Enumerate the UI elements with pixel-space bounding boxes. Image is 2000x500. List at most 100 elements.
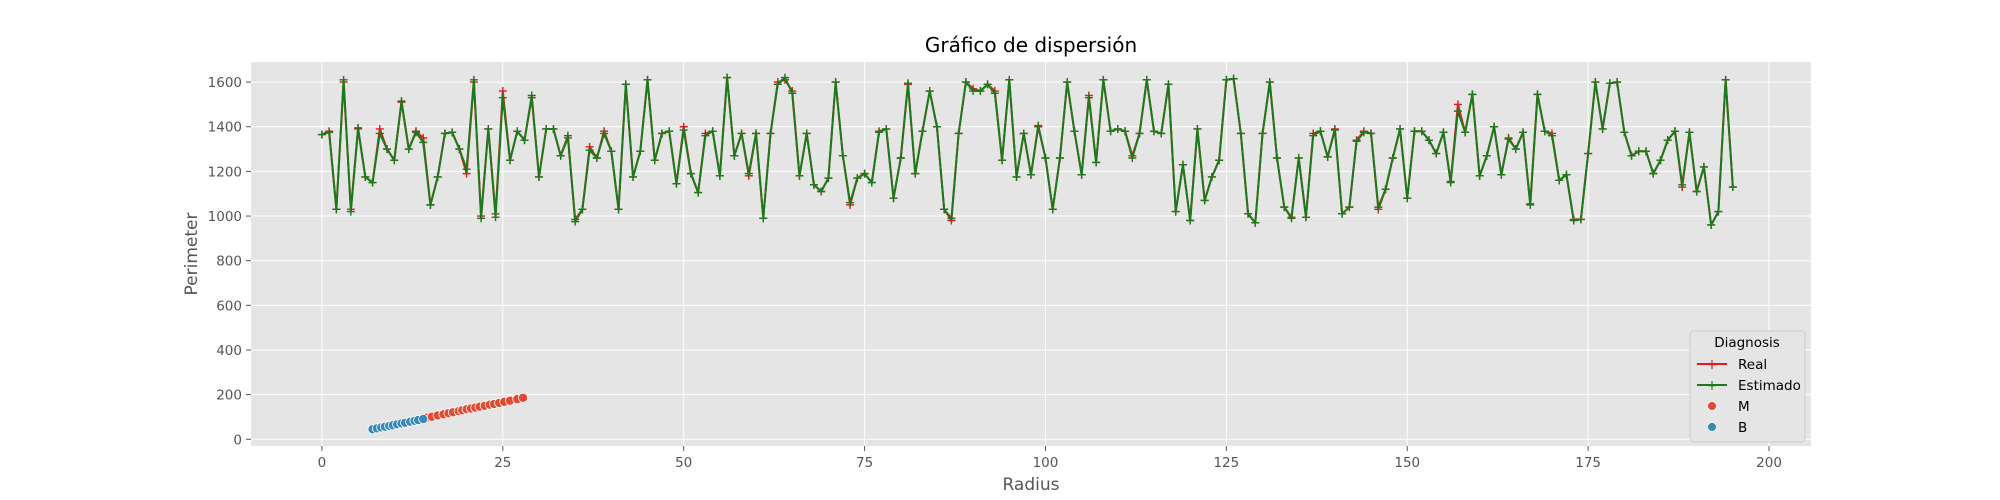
estimado-point (1164, 80, 1173, 89)
estimado-point (1323, 152, 1332, 161)
estimado-point (846, 198, 855, 207)
estimado-point (1584, 149, 1593, 158)
series-layer (317, 73, 1737, 435)
estimado-point (889, 194, 898, 203)
estimado-point (1055, 154, 1064, 162)
estimado-point (853, 174, 862, 183)
y-tick-label: 1400 (208, 120, 242, 136)
estimado-point (1345, 203, 1354, 212)
estimado-point (585, 146, 594, 155)
estimado-point (563, 131, 572, 140)
estimado-point (383, 145, 392, 154)
estimado-point (976, 87, 985, 96)
x-tick-label: 75 (856, 455, 873, 471)
estimado-point (1403, 194, 1412, 203)
estimado-point (1142, 75, 1151, 84)
estimado-point (708, 127, 717, 136)
legend-m-marker (1707, 401, 1717, 411)
estimado-point (1330, 126, 1339, 135)
estimado-point (426, 200, 435, 209)
estimado-point (903, 79, 912, 88)
estimado-point (715, 171, 724, 180)
x-tick-label: 25 (494, 455, 511, 471)
estimado-point (1656, 156, 1665, 165)
estimado-point (375, 129, 384, 138)
estimado-point (1562, 170, 1571, 179)
estimado-point (600, 129, 609, 138)
estimado-point (527, 91, 536, 100)
estimado-point (1555, 176, 1564, 185)
estimado-point (817, 187, 826, 196)
legend-m-label: M (1738, 399, 1750, 415)
estimado-point (339, 75, 348, 84)
estimado-point (1591, 78, 1600, 87)
estimado-point (404, 145, 413, 154)
estimado-point (317, 130, 326, 139)
estimado-point (1063, 78, 1072, 87)
estimado-point (506, 156, 515, 165)
estimado-point (831, 78, 840, 87)
estimado-point (1200, 196, 1209, 205)
estimado-point (1352, 137, 1361, 146)
y-tick-label: 0 (233, 432, 242, 448)
y-tick-label: 1000 (208, 209, 242, 225)
estimado-point (1287, 214, 1296, 223)
estimado-point (325, 128, 334, 137)
estimado-point (766, 129, 775, 138)
estimado-point (1359, 128, 1368, 137)
estimado-point (1424, 136, 1433, 145)
legend-title: Diagnosis (1714, 335, 1780, 351)
estimado-point (1280, 203, 1289, 212)
plot-area (251, 62, 1811, 446)
estimado-point (1367, 129, 1376, 138)
estimado-point (1258, 129, 1267, 138)
estimado-point (1598, 124, 1607, 133)
estimado-point (498, 93, 507, 102)
estimado-point (752, 129, 761, 138)
estimado-point (411, 128, 420, 137)
y-tick-label: 800 (216, 254, 242, 270)
estimado-point (694, 188, 703, 197)
estimado-point (1128, 154, 1137, 162)
estimado-point (1222, 75, 1231, 84)
estimado-point (1533, 90, 1542, 99)
real-point (1453, 100, 1462, 109)
estimado-point (867, 178, 876, 187)
estimado-point (961, 78, 970, 87)
estimado-point (701, 131, 710, 140)
estimado-point (940, 205, 949, 214)
estimado-point (1482, 151, 1491, 160)
estimado-point (969, 87, 978, 96)
estimado-point (1374, 203, 1383, 212)
estimado-point (1019, 129, 1028, 138)
y-axis-label: Perimeter (182, 213, 202, 296)
estimado-point (1685, 128, 1694, 137)
estimado-point (1113, 124, 1122, 133)
estimado-point (1027, 170, 1035, 179)
y-tick-label: 200 (216, 388, 242, 404)
estimado-point (643, 75, 652, 84)
estimado-point (1178, 160, 1187, 169)
estimado-point (1106, 127, 1115, 136)
estimado-point (455, 145, 464, 154)
estimado-point (578, 205, 587, 214)
estimado-point (1396, 124, 1405, 133)
y-tick-label: 1600 (208, 75, 242, 91)
estimado-point (592, 154, 601, 162)
estimado-point (802, 129, 811, 138)
legend: Diagnosis + Real + Estimado M B (1689, 330, 1806, 443)
estimado-point (911, 169, 920, 178)
estimado-point (998, 156, 1007, 165)
estimado-point (1475, 171, 1484, 180)
estimado-point (773, 80, 782, 89)
estimado-point (354, 123, 363, 132)
estimado-point (1012, 172, 1021, 181)
estimado-series-line (321, 76, 1734, 226)
x-tick-label: 125 (1213, 455, 1239, 471)
estimado-point (1417, 127, 1426, 136)
estimado-point (368, 178, 377, 187)
estimado-point (549, 124, 558, 133)
estimado-point (1041, 154, 1050, 162)
estimado-point (1497, 170, 1506, 179)
